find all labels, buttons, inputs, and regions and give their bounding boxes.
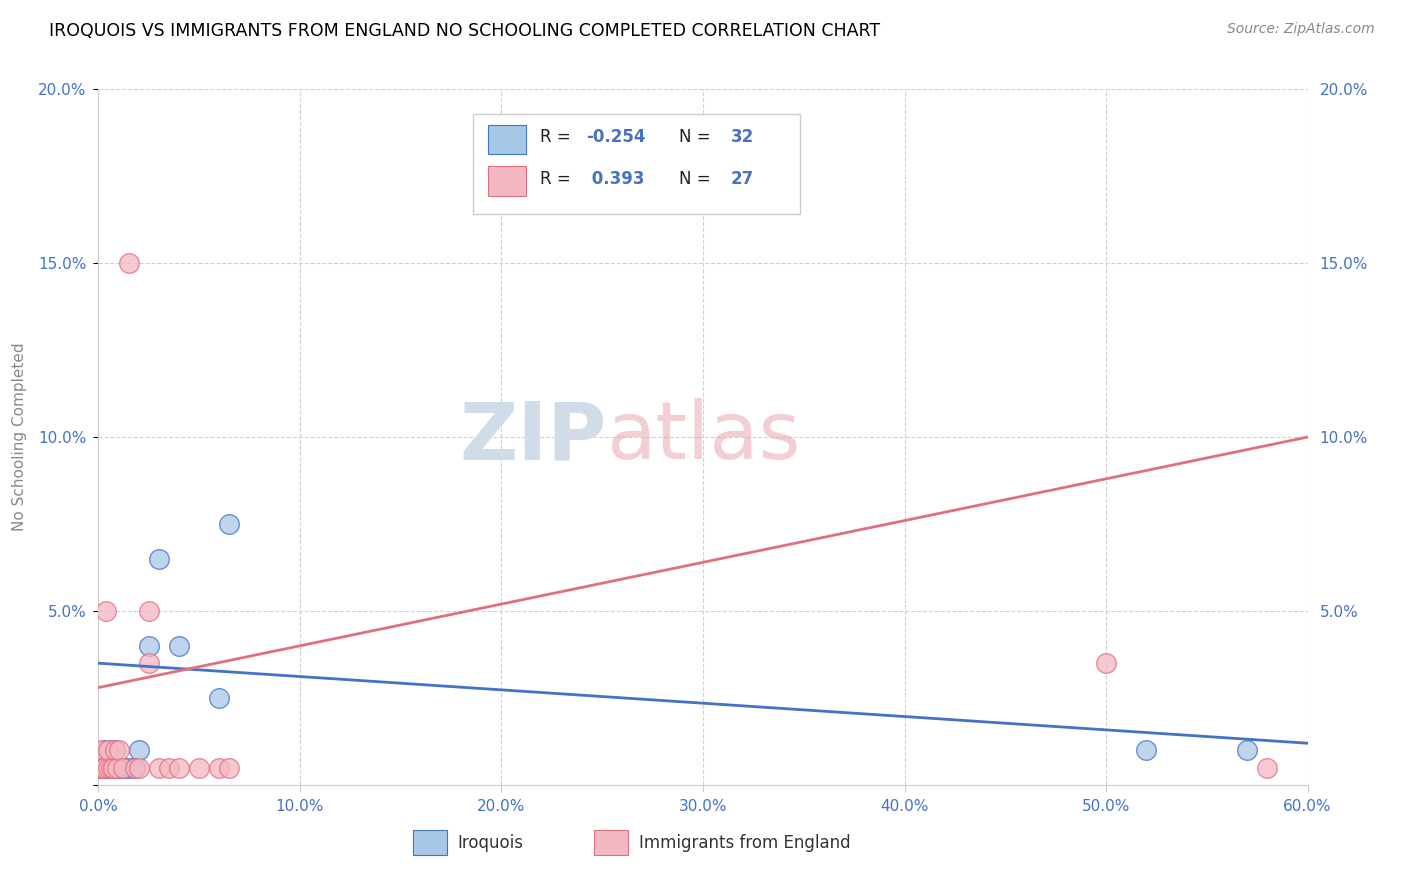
Point bbox=[118, 256, 141, 270]
Point bbox=[97, 760, 120, 774]
Point bbox=[128, 760, 150, 774]
Point bbox=[97, 760, 120, 774]
Text: atlas: atlas bbox=[606, 398, 800, 476]
Point bbox=[1135, 743, 1157, 757]
Bar bbox=[488, 167, 526, 195]
Point bbox=[107, 760, 129, 774]
Text: Iroquois: Iroquois bbox=[457, 834, 523, 852]
Bar bbox=[595, 830, 628, 855]
Text: N =: N = bbox=[679, 170, 716, 188]
Point bbox=[111, 760, 134, 774]
Point bbox=[167, 760, 190, 774]
Point bbox=[96, 604, 118, 618]
Point bbox=[218, 516, 240, 531]
Point bbox=[188, 760, 211, 774]
Point bbox=[118, 760, 141, 774]
Point bbox=[167, 639, 190, 653]
Point bbox=[1095, 657, 1118, 671]
Text: Source: ZipAtlas.com: Source: ZipAtlas.com bbox=[1227, 22, 1375, 37]
Point bbox=[101, 760, 124, 774]
Point bbox=[91, 760, 114, 774]
Point bbox=[111, 760, 134, 774]
Point bbox=[100, 760, 122, 774]
Point bbox=[103, 760, 125, 774]
Point bbox=[96, 760, 118, 774]
Point bbox=[148, 551, 170, 566]
Point bbox=[105, 760, 128, 774]
Point bbox=[97, 760, 120, 774]
Point bbox=[107, 760, 129, 774]
Point bbox=[97, 743, 120, 757]
Text: N =: N = bbox=[679, 128, 716, 146]
Point bbox=[157, 760, 180, 774]
Y-axis label: No Schooling Completed: No Schooling Completed bbox=[13, 343, 27, 532]
Point bbox=[93, 743, 115, 757]
Point bbox=[218, 760, 240, 774]
Point bbox=[103, 743, 125, 757]
Point bbox=[89, 760, 111, 774]
Point bbox=[138, 604, 160, 618]
Point bbox=[96, 760, 118, 774]
Point bbox=[101, 760, 124, 774]
Point bbox=[1236, 743, 1258, 757]
Point bbox=[107, 743, 129, 757]
Point bbox=[93, 760, 115, 774]
Point bbox=[138, 657, 160, 671]
Text: -0.254: -0.254 bbox=[586, 128, 645, 146]
Point bbox=[91, 760, 114, 774]
Point bbox=[93, 760, 115, 774]
Point bbox=[124, 760, 146, 774]
Point bbox=[89, 760, 111, 774]
Point bbox=[89, 760, 111, 774]
Point bbox=[101, 760, 124, 774]
Point bbox=[91, 743, 114, 757]
Text: 32: 32 bbox=[731, 128, 754, 146]
Point bbox=[208, 760, 231, 774]
Point bbox=[97, 743, 120, 757]
Point bbox=[103, 743, 125, 757]
Point bbox=[128, 743, 150, 757]
Text: 27: 27 bbox=[731, 170, 754, 188]
FancyBboxPatch shape bbox=[474, 113, 800, 214]
Point bbox=[89, 750, 111, 764]
Bar bbox=[488, 125, 526, 154]
Text: R =: R = bbox=[540, 128, 576, 146]
Point bbox=[114, 760, 136, 774]
Point bbox=[93, 760, 115, 774]
Point bbox=[100, 760, 122, 774]
Text: Immigrants from England: Immigrants from England bbox=[638, 834, 851, 852]
Text: IROQUOIS VS IMMIGRANTS FROM ENGLAND NO SCHOOLING COMPLETED CORRELATION CHART: IROQUOIS VS IMMIGRANTS FROM ENGLAND NO S… bbox=[49, 22, 880, 40]
Point bbox=[1256, 760, 1278, 774]
Text: 0.393: 0.393 bbox=[586, 170, 644, 188]
Point bbox=[208, 690, 231, 705]
Text: R =: R = bbox=[540, 170, 576, 188]
Text: ZIP: ZIP bbox=[458, 398, 606, 476]
Point bbox=[124, 760, 146, 774]
Point bbox=[148, 760, 170, 774]
Bar bbox=[413, 830, 447, 855]
Point bbox=[105, 760, 128, 774]
Point bbox=[138, 639, 160, 653]
Point bbox=[100, 760, 122, 774]
